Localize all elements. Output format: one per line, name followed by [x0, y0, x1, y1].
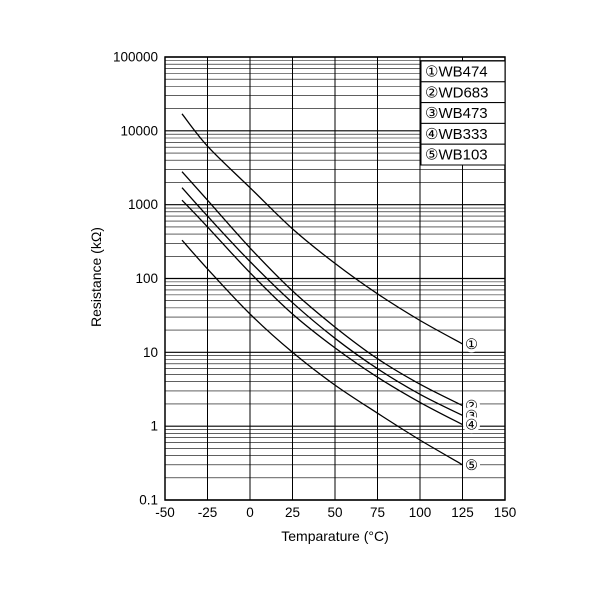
y-tick-label: 1000 [128, 197, 158, 212]
y-tick-label: 1 [150, 419, 158, 434]
curve-end-marker: ① [465, 337, 478, 353]
x-tick-label: 0 [246, 505, 254, 520]
y-tick-label: 10 [143, 345, 158, 360]
plot-border [164, 56, 506, 501]
curve-end-marker: ⑤ [465, 458, 478, 474]
legend-label: ①WB474 [425, 64, 488, 81]
x-tick-label: 75 [370, 505, 385, 520]
x-tick-label: 25 [285, 505, 300, 520]
x-tick-label: 125 [451, 505, 474, 520]
y-tick-label: 0.1 [139, 493, 158, 508]
curve-WB473 [181, 187, 463, 416]
y-axis-title: Resistance (kΩ) [88, 227, 104, 327]
curve-end-marker: ④ [465, 418, 478, 434]
legend-label: ③WB473 [425, 105, 488, 122]
x-tick-label: -50 [155, 505, 175, 520]
y-tick-label: 100 [135, 271, 158, 286]
curve-WB333 [181, 199, 463, 426]
legend-box [420, 143, 506, 166]
x-tick-label: 150 [494, 505, 517, 520]
curve-WD683 [181, 171, 463, 407]
marker-bg [463, 456, 480, 474]
y-tick-label: 100000 [113, 50, 158, 65]
marker-bg [463, 335, 480, 353]
x-tick-label: 100 [409, 505, 432, 520]
legend-label: ⑤WB103 [425, 147, 488, 164]
curve-WB474 [181, 113, 463, 345]
x-tick-label: 50 [327, 505, 342, 520]
legend-label: ④WB333 [425, 126, 488, 143]
marker-bg [463, 416, 480, 434]
x-axis-title: Temparature (°C) [281, 528, 389, 544]
y-tick-label: 10000 [120, 123, 158, 138]
curve-WB103 [181, 239, 463, 466]
legend-label: ②WD683 [425, 84, 488, 101]
x-tick-label: -25 [198, 505, 218, 520]
